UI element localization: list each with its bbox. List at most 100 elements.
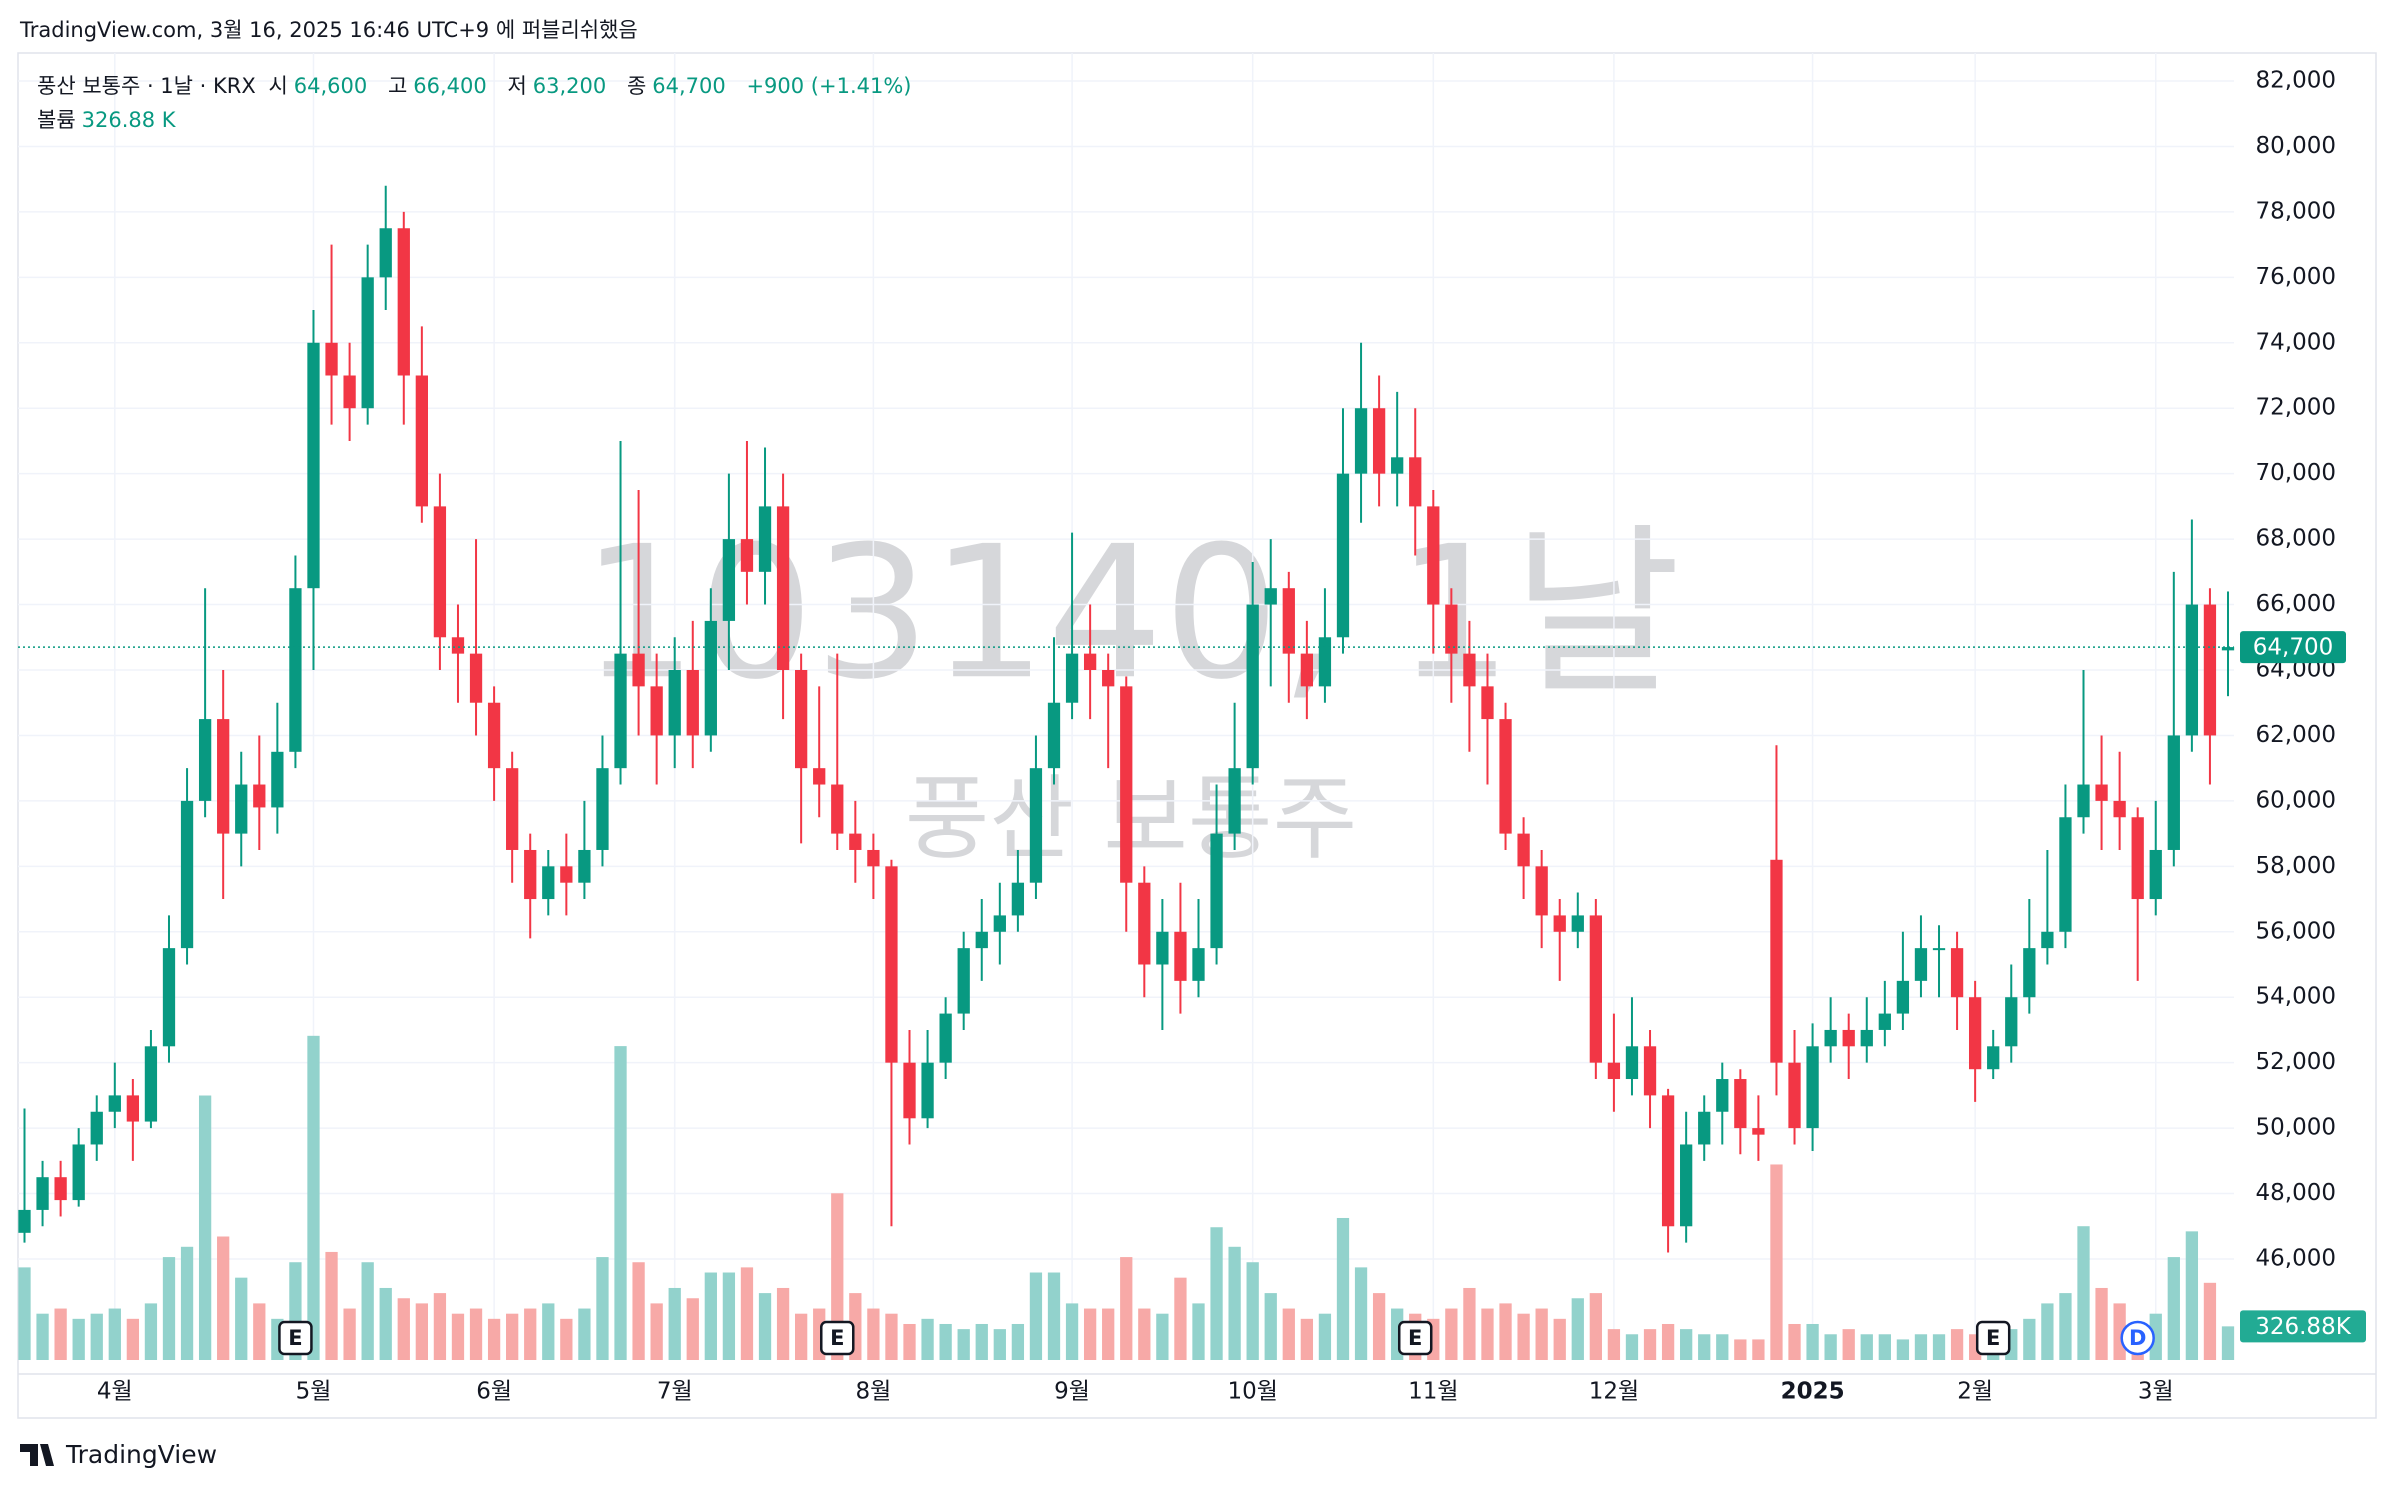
volume-bar bbox=[343, 1308, 356, 1360]
candle-body bbox=[433, 506, 447, 638]
y-tick-label: 78,000 bbox=[2256, 198, 2336, 224]
candle-body bbox=[1372, 408, 1386, 474]
volume-bar bbox=[1896, 1339, 1910, 1360]
event-label: D bbox=[2129, 1326, 2146, 1350]
volume-bar bbox=[1174, 1277, 1187, 1360]
volume-bar bbox=[1120, 1257, 1133, 1360]
candle-body bbox=[2095, 784, 2108, 801]
volume-tag-label: 326.88K bbox=[2255, 1314, 2351, 1340]
volume-bar bbox=[1065, 1303, 1079, 1360]
candle-body bbox=[235, 784, 248, 834]
candle-body bbox=[18, 1209, 31, 1233]
x-tick-label: 10월 bbox=[1227, 1379, 1277, 1405]
event-label: E bbox=[1408, 1326, 1422, 1350]
volume-bar bbox=[795, 1313, 808, 1360]
volume-bar bbox=[180, 1246, 194, 1360]
volume-bar bbox=[2149, 1313, 2162, 1360]
volume-bar bbox=[2059, 1293, 2072, 1360]
candle-body bbox=[217, 719, 230, 834]
candle-body bbox=[1661, 1095, 1675, 1227]
volume-bar bbox=[1354, 1267, 1368, 1360]
candles-volume bbox=[18, 185, 2235, 1360]
candle-body bbox=[1680, 1144, 1693, 1227]
volume-bar bbox=[1499, 1303, 1512, 1360]
volume-bar bbox=[1788, 1323, 1801, 1360]
candle-body bbox=[72, 1144, 85, 1201]
candle-body bbox=[795, 670, 808, 769]
event-marker bbox=[278, 1320, 313, 1356]
candle-body bbox=[975, 931, 988, 949]
volume-bar bbox=[524, 1308, 537, 1360]
volume-bar bbox=[831, 1193, 844, 1360]
event-marker bbox=[2120, 1320, 2155, 1356]
volume-bar bbox=[1842, 1329, 1855, 1360]
candle-body bbox=[740, 539, 754, 572]
legend-label: 종 bbox=[626, 74, 647, 98]
y-tick-label: 80,000 bbox=[2256, 133, 2336, 159]
candle-body bbox=[1246, 604, 1259, 769]
candle-body bbox=[596, 768, 609, 850]
volume-bar bbox=[469, 1308, 483, 1360]
volume-bar bbox=[867, 1308, 880, 1360]
volume-bar bbox=[1878, 1334, 1891, 1360]
candle-body bbox=[1571, 915, 1584, 932]
volume-bar bbox=[1011, 1323, 1025, 1360]
candle-body bbox=[126, 1095, 140, 1122]
volume-bar bbox=[1517, 1313, 1530, 1360]
volume-bar bbox=[1716, 1334, 1729, 1360]
volume-bar bbox=[325, 1251, 338, 1360]
y-tick-label: 58,000 bbox=[2256, 853, 2336, 879]
volume-bar bbox=[1445, 1308, 1458, 1360]
candle-body bbox=[2059, 817, 2072, 932]
candle-body bbox=[1896, 980, 1910, 1014]
volume-tag bbox=[2240, 1310, 2366, 1343]
candle-body bbox=[1192, 948, 1205, 981]
candle-body bbox=[2167, 735, 2180, 850]
volume-bar bbox=[1246, 1262, 1259, 1360]
event-label: E bbox=[1986, 1326, 2000, 1350]
candle-body bbox=[1625, 1046, 1639, 1080]
legend-value: 64,700 bbox=[652, 74, 726, 98]
candle-body bbox=[1932, 948, 1946, 951]
candle-body bbox=[1228, 768, 1241, 834]
y-tick-label: 74,000 bbox=[2256, 329, 2336, 355]
volume-bar bbox=[1336, 1217, 1350, 1360]
volume-bar bbox=[2095, 1287, 2108, 1360]
candle-body bbox=[415, 375, 428, 507]
candle-body bbox=[1427, 506, 1440, 605]
legend-symbol: 풍산 보통주 · 1날 · KRX bbox=[37, 74, 256, 98]
candle-body bbox=[1210, 833, 1223, 949]
candle-body bbox=[2077, 784, 2090, 818]
y-tick-label: 68,000 bbox=[2256, 526, 2336, 552]
candle-body bbox=[1065, 653, 1079, 703]
x-tick-label: 11월 bbox=[1408, 1379, 1458, 1405]
legend-label: 시 bbox=[268, 74, 288, 98]
volume-bar bbox=[144, 1303, 158, 1360]
candle-body bbox=[1770, 859, 1783, 1063]
header: TradingView.com, 3월 16, 2025 16:46 UTC+9… bbox=[19, 18, 638, 42]
candle-body bbox=[469, 653, 483, 703]
volume-bar bbox=[722, 1272, 736, 1360]
y-tick-label: 72,000 bbox=[2256, 395, 2336, 421]
volume-bar bbox=[2185, 1231, 2199, 1360]
volume-bar bbox=[1950, 1329, 1964, 1360]
candle-body bbox=[1716, 1079, 1729, 1112]
volume-bar bbox=[776, 1287, 790, 1360]
candle-body bbox=[867, 849, 880, 867]
y-tick-label: 70,000 bbox=[2256, 460, 2336, 486]
candle-body bbox=[1120, 686, 1133, 883]
candle-body bbox=[54, 1177, 67, 1201]
volume-bar bbox=[1156, 1313, 1169, 1360]
volume-bar bbox=[975, 1323, 988, 1360]
volume-bar bbox=[704, 1272, 717, 1360]
volume-bar bbox=[1607, 1329, 1621, 1360]
candle-body bbox=[1029, 768, 1043, 883]
volume-bar bbox=[1571, 1298, 1584, 1360]
candle-body bbox=[704, 620, 717, 736]
volume-bar bbox=[1029, 1272, 1043, 1360]
candle-body bbox=[198, 719, 212, 801]
x-tick-label: 5월 bbox=[296, 1379, 332, 1405]
candle-body bbox=[993, 915, 1006, 932]
candle-body bbox=[813, 768, 826, 785]
